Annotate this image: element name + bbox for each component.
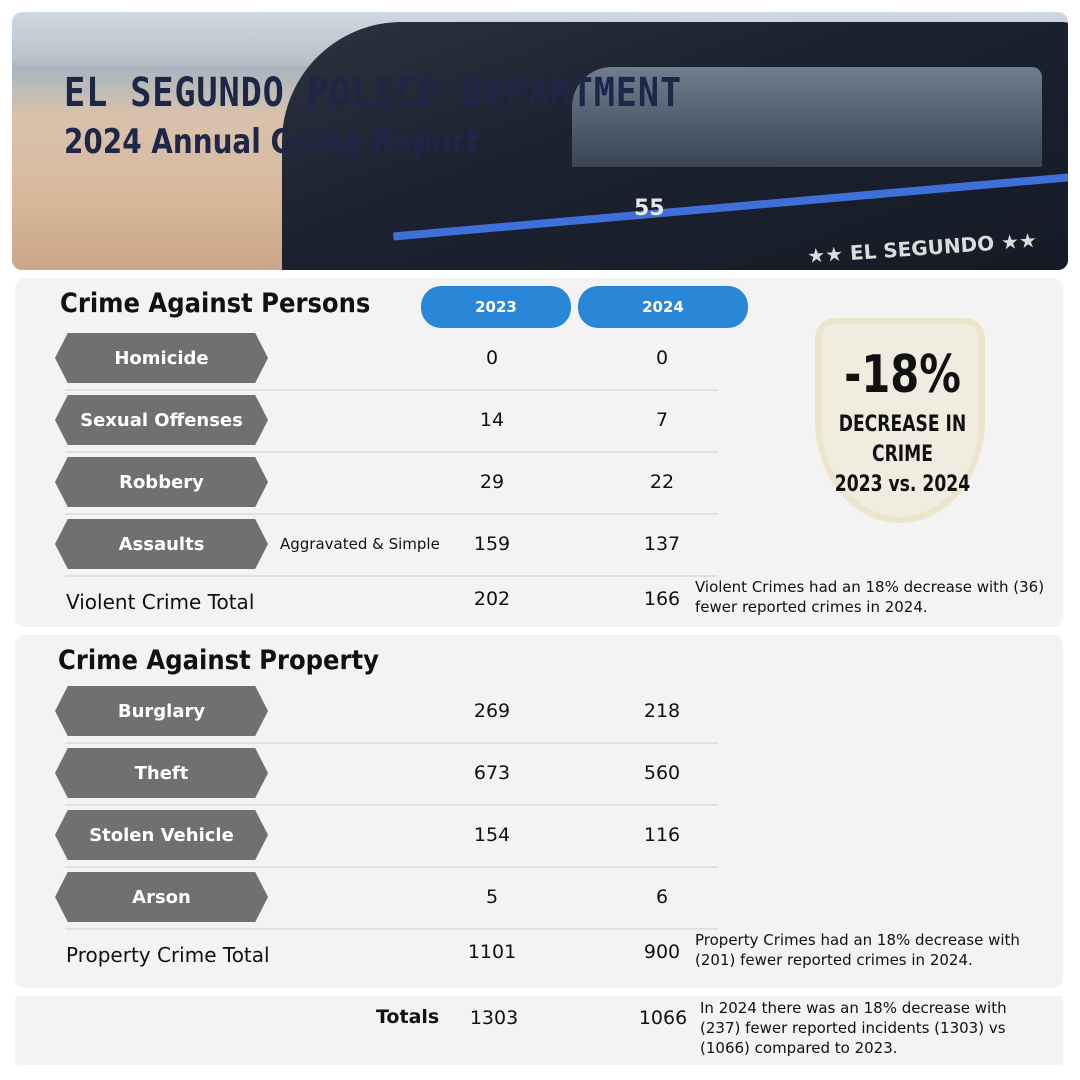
total-note: Property Crimes had an 18% decrease with… xyxy=(695,931,1020,969)
summary-text: DECREASE IN CRIME 2023 vs. 2024 xyxy=(807,410,998,500)
total-2023: 202 xyxy=(473,588,511,610)
row-divider xyxy=(65,866,718,868)
crime-category-label: Robbery xyxy=(55,457,268,507)
summary-line2: 2023 vs. 2024 xyxy=(834,472,971,497)
car-window xyxy=(572,67,1042,167)
row-divider xyxy=(65,742,718,744)
value-2024: 22 xyxy=(649,471,675,493)
totals-2024: 1066 xyxy=(638,1007,688,1029)
total-2023: 1101 xyxy=(467,941,517,963)
value-2023: 673 xyxy=(473,762,511,784)
totals-panel xyxy=(15,996,1063,1065)
crime-category-label: Assaults xyxy=(55,519,268,569)
row-divider xyxy=(65,513,718,515)
page-subtitle: 2024 Annual Crime Report xyxy=(64,122,479,162)
value-2024: 560 xyxy=(643,762,681,784)
property-title: Crime Against Property xyxy=(58,645,379,676)
value-2024: 6 xyxy=(655,886,669,908)
totals-2023: 1303 xyxy=(469,1007,519,1029)
totals-note: In 2024 there was an 18% decrease with (… xyxy=(700,999,1007,1057)
total-2024: 900 xyxy=(643,941,681,963)
crime-category-label: Arson xyxy=(55,872,268,922)
crime-category-label: Theft xyxy=(55,748,268,798)
value-2024: 0 xyxy=(655,347,669,369)
police-badge-watermark xyxy=(815,318,985,523)
value-2023: 159 xyxy=(473,533,511,555)
summary-percent: -18% xyxy=(844,345,961,405)
value-2024: 218 xyxy=(643,700,681,722)
crime-subtitle: Aggravated & Simple xyxy=(280,535,440,553)
value-2023: 0 xyxy=(485,347,499,369)
total-note: Violent Crimes had an 18% decrease with … xyxy=(695,578,1045,616)
row-divider xyxy=(65,389,718,391)
page-title: EL SEGUNDO POLICE DEPARTMENT xyxy=(64,70,683,116)
value-2023: 29 xyxy=(479,471,505,493)
value-2024: 137 xyxy=(643,533,681,555)
value-2024: 116 xyxy=(643,824,681,846)
summary-line1: DECREASE IN CRIME xyxy=(838,412,967,467)
row-divider xyxy=(65,451,718,453)
row-divider xyxy=(65,928,718,930)
car-number: 55 xyxy=(634,196,665,221)
total-label: Property Crime Total xyxy=(66,943,270,967)
persons-title: Crime Against Persons xyxy=(60,288,371,319)
value-2023: 14 xyxy=(479,409,505,431)
crime-category-label: Burglary xyxy=(55,686,268,736)
value-2023: 269 xyxy=(473,700,511,722)
totals-label: Totals xyxy=(376,1006,440,1028)
crime-category-label: Sexual Offenses xyxy=(55,395,268,445)
value-2023: 154 xyxy=(473,824,511,846)
header-banner: 55 ★★ EL SEGUNDO ★★ EL SEGUNDO POLICE DE… xyxy=(12,12,1068,270)
crime-category-label: Homicide xyxy=(55,333,268,383)
value-2023: 5 xyxy=(485,886,499,908)
crime-category-label: Stolen Vehicle xyxy=(55,810,268,860)
row-divider xyxy=(65,575,718,577)
value-2024: 7 xyxy=(655,409,669,431)
year-header-2023: 2023 xyxy=(421,286,571,328)
total-label: Violent Crime Total xyxy=(66,590,255,614)
row-divider xyxy=(65,804,718,806)
year-header-2024: 2024 xyxy=(578,286,748,328)
total-2024: 166 xyxy=(643,588,681,610)
